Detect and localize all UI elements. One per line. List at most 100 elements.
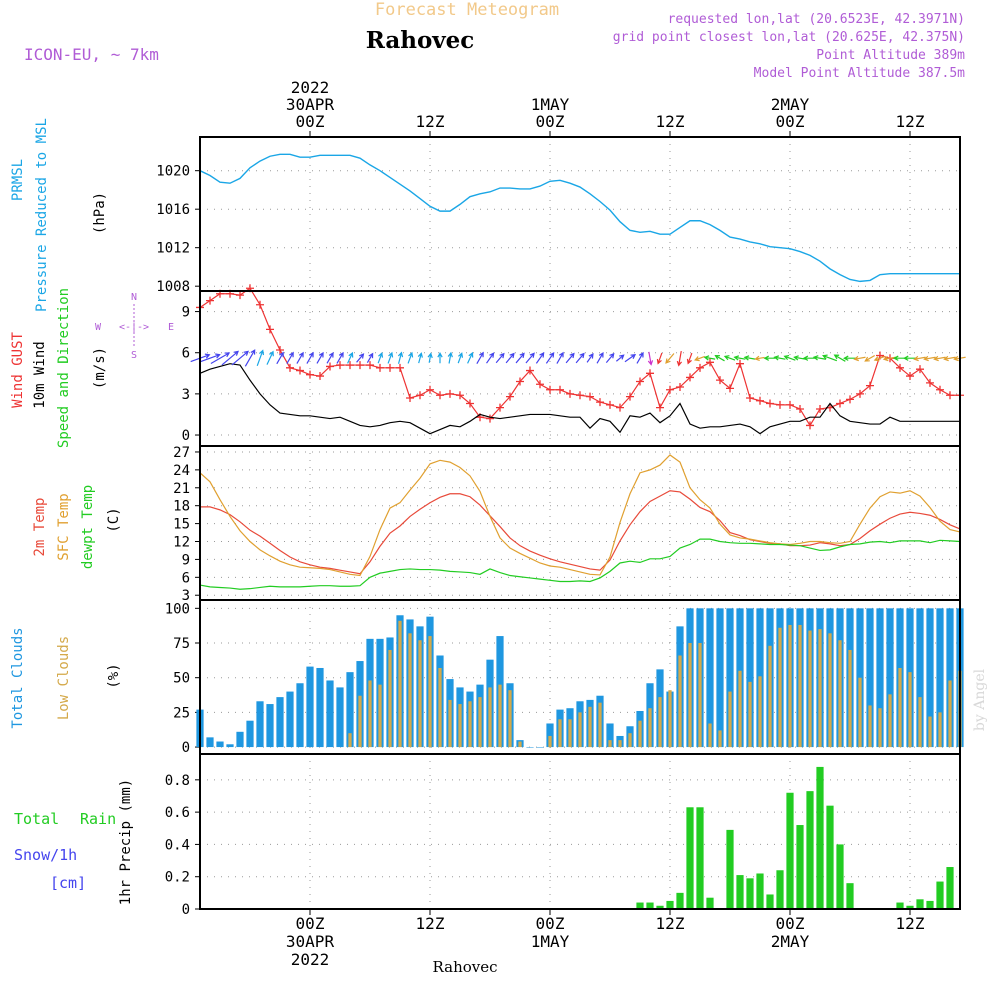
wind-direction-arrow	[377, 352, 384, 364]
wind-direction-arrow	[387, 351, 394, 364]
wind-direction-arrow	[366, 352, 374, 364]
wind-direction-arrow	[743, 355, 756, 361]
wind-direction-arrow	[636, 351, 644, 364]
wind-direction-arrow	[210, 352, 231, 364]
rain-bar	[896, 902, 904, 909]
low-cloud-bar	[928, 716, 932, 748]
wind-direction-arrow	[714, 354, 725, 362]
total-cloud-bar	[706, 608, 714, 748]
wind-direction-arrow	[676, 350, 683, 367]
bottom-time-label: 12Z	[416, 914, 445, 933]
low-cloud-bar	[778, 627, 782, 748]
wind-gust-marker	[856, 389, 864, 398]
wind-gust-marker	[626, 392, 634, 401]
wind-gust-marker	[336, 361, 344, 370]
rain-bar	[696, 807, 704, 909]
wind-direction-arrow	[486, 352, 495, 364]
dewpt-temp-label: dewpt Temp	[80, 485, 96, 569]
wind-direction-arrow	[686, 352, 693, 365]
total-cloud-bar	[916, 608, 924, 748]
footer-location: Rahovec	[432, 958, 497, 976]
wind-gust-marker	[656, 403, 664, 412]
y-tick-label: 27	[173, 445, 190, 461]
wind-gust-marker	[426, 385, 434, 394]
wind-gust-marker	[286, 363, 294, 372]
total-cloud-bar	[316, 667, 324, 748]
wind-gust-marker	[396, 363, 404, 372]
total-cloud-bar	[546, 723, 554, 748]
rain-bar	[646, 902, 654, 909]
precip-panel: 0 0.2 0.4 0.6 0.8	[165, 753, 961, 918]
wind-direction-arrow	[615, 354, 625, 362]
rain-bar	[916, 899, 924, 909]
y-tick-label: 18	[173, 499, 190, 515]
low-cloud-bar	[638, 720, 642, 748]
top-time-label: 12Z	[416, 112, 445, 131]
rain-bar	[676, 892, 684, 909]
total-cloud-bar	[876, 608, 884, 748]
wind-direction-arrow	[802, 355, 817, 361]
wind-gust-marker	[316, 372, 324, 381]
rain-bar	[736, 875, 744, 909]
y-tick-label: 1016	[156, 202, 190, 218]
wind-direction-arrow	[913, 355, 926, 362]
bottom-time-label: 00Z	[776, 914, 805, 933]
y-tick-label: 21	[173, 481, 190, 497]
precip-unit-label: 1hr Precip (mm)	[118, 779, 134, 905]
y-tick-label: 0	[182, 902, 190, 918]
wind-direction-arrow	[221, 350, 240, 366]
low-cloud-bar	[648, 708, 652, 748]
bottom-time-label: 2MAY	[771, 932, 810, 951]
low-clouds-label: Low Clouds	[56, 636, 72, 720]
wind-direction-arrow	[783, 354, 796, 361]
wind-direction-arrow	[286, 351, 294, 364]
wind-gust-marker	[906, 372, 914, 381]
low-cloud-bar	[818, 629, 822, 748]
low-cloud-bar	[458, 704, 462, 748]
rain-bar	[946, 867, 954, 909]
total-cloud-bar	[306, 666, 314, 748]
snow-unit-label: [cm]	[50, 874, 86, 892]
rain-bar	[776, 870, 784, 909]
bottom-time-label: 00Z	[536, 914, 565, 933]
rain-bar	[936, 881, 944, 909]
wind-gust-marker	[866, 381, 874, 390]
low-cloud-bar	[858, 677, 862, 748]
panel-background	[200, 754, 960, 909]
wind-gust-marker	[946, 391, 954, 400]
pressure-series-line	[199, 153, 960, 283]
wind-direction-arrow	[467, 351, 474, 364]
wind-gust-marker	[686, 373, 694, 382]
low-cloud-bar	[888, 694, 892, 748]
wind-direction-arrow	[843, 355, 856, 361]
wind-direction-arrow	[545, 352, 555, 364]
wind-direction-arrow	[336, 351, 344, 364]
total-cloud-bar	[886, 608, 894, 748]
rain-bar	[756, 873, 764, 909]
wind-gust-marker	[596, 398, 604, 407]
wind-gust-label: Wind GUST	[10, 332, 26, 408]
wind-gust-marker	[526, 366, 534, 375]
wind-direction-arrow	[515, 352, 525, 364]
low-cloud-bar	[558, 719, 562, 748]
compass-north: N	[131, 292, 137, 303]
wind-direction-arrow	[296, 351, 304, 364]
low-cloud-bar	[698, 643, 702, 748]
wind-gust-marker	[546, 385, 554, 394]
wind-direction-arrow	[694, 355, 705, 362]
wind-panel: 0 3 6 9	[182, 284, 966, 447]
wind-direction-arrow	[812, 355, 827, 361]
total-cloud-bar	[216, 741, 224, 748]
low-cloud-bar	[758, 676, 762, 748]
low-cloud-bar	[498, 684, 502, 748]
y-tick-label: 0.6	[165, 805, 190, 821]
low-cloud-bar	[578, 712, 582, 748]
wind-gust-marker	[536, 380, 544, 389]
wind-direction-arrow	[306, 351, 314, 364]
wind-direction-arrow	[923, 355, 936, 362]
top-time-label: 00Z	[536, 112, 565, 131]
y-tick-label: 0.8	[165, 773, 190, 789]
wind-gust-marker	[566, 389, 574, 398]
y-tick-label: 3	[182, 588, 190, 604]
wind-direction-arrow	[624, 353, 637, 363]
